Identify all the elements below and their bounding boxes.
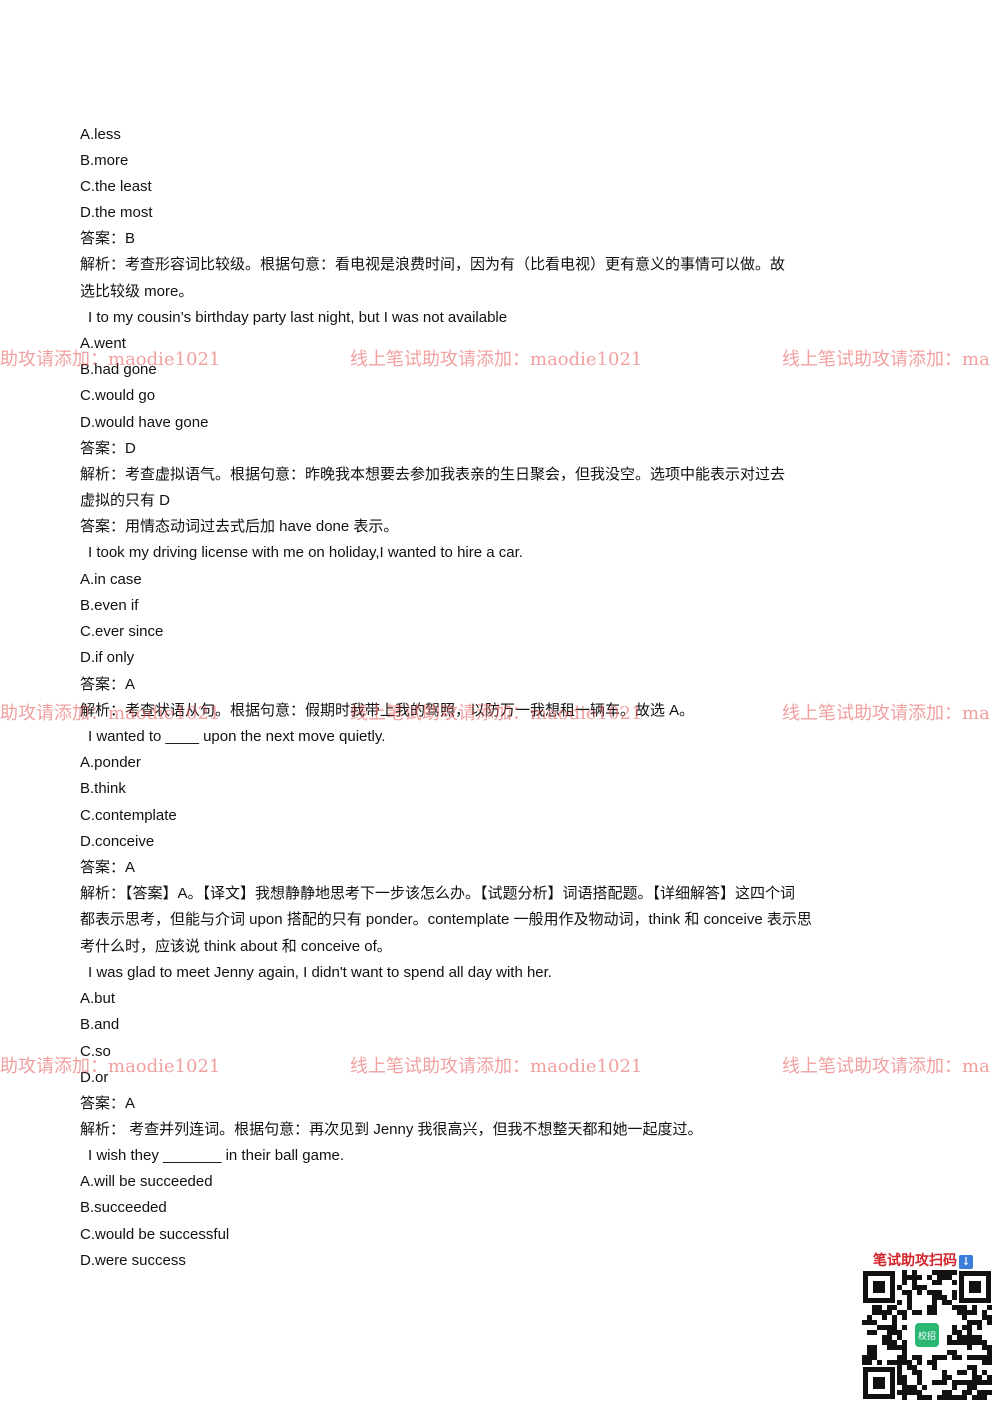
text-line: 解析：考查虚拟语气。根据句意：昨晚我本想要去参加我表亲的生日聚会，但我没空。选项… — [80, 466, 786, 483]
qr-finder-pattern — [863, 1271, 991, 1399]
text-line: B.more — [80, 152, 129, 169]
qr-caption: 笔试助攻扫码 ↓ — [873, 1250, 973, 1270]
down-arrow-icon: ↓ — [959, 1255, 973, 1269]
text-line: A.but — [80, 990, 116, 1007]
text-line: 选比较级 more。 — [80, 283, 194, 300]
text-line: D.if only — [80, 649, 135, 666]
text-line: 解析：【答案】A。【译文】我想静静地思考下一步该怎么办。【试题分析】词语搭配题。… — [80, 885, 796, 902]
text-line: B.think — [80, 780, 126, 797]
watermark-text: 线上笔试助攻请添加：ma — [782, 349, 990, 370]
text-line: B.and — [80, 1016, 120, 1033]
text-line: A.less — [80, 126, 121, 143]
svg-text:校招: 校招 — [918, 1330, 936, 1342]
text-line: 答案：A — [80, 676, 136, 693]
text-line: 都表示思考，但能与介词 upon 搭配的只有 ponder。contemplat… — [80, 911, 812, 928]
text-line: 答案：用情态动词过去式后加 have done 表示。 — [80, 518, 399, 535]
text-line: 解析： 考查并列连词。根据句意：再次见到 Jenny 我很高兴，但我不想整天都和… — [80, 1121, 703, 1138]
text-line: I wish they _______ in their ball game. — [88, 1147, 344, 1164]
watermark-text: 线上笔试助攻请添加：ma — [782, 703, 990, 724]
watermark-text: 助攻请添加：maodie1021 — [0, 703, 221, 724]
text-line: C.would go — [80, 387, 156, 404]
watermark-text: 助攻请添加：maodie1021 — [0, 349, 221, 370]
text-line: 虚拟的只有 D — [80, 492, 171, 509]
text-line: C.ever since — [80, 623, 164, 640]
text-line: D.the most — [80, 204, 153, 221]
text-line: A.in case — [80, 571, 142, 588]
text-line: B.even if — [80, 597, 139, 614]
text-line: 解析：考查形容词比较级。根据句意：看电视是浪费时间，因为有（比看电视）更有意义的… — [80, 256, 786, 273]
text-line: 答案：A — [80, 1095, 136, 1112]
text-line: D.would have gone — [80, 414, 209, 431]
qr-code[interactable]: 校招 — [862, 1270, 992, 1400]
text-line: B.had gone — [80, 361, 157, 378]
watermark-text: 线上笔试助攻请添加：maodie1021 — [350, 703, 643, 724]
qr-caption-text: 笔试助攻扫码 — [873, 1253, 957, 1269]
watermark-text: 线上笔试助攻请添加：maodie1021 — [350, 1056, 643, 1077]
text-line: 答案：D — [80, 440, 136, 457]
text-line: C.so — [80, 1043, 111, 1060]
app-logo-icon: 校招 — [912, 1320, 942, 1350]
text-line: 考什么时，应该说 think about 和 conceive of。 — [80, 938, 392, 955]
text-line: C.contemplate — [80, 807, 177, 824]
text-line: I took my driving license with me on hol… — [88, 544, 523, 561]
text-line: A.ponder — [80, 754, 141, 771]
watermark-text: 线上笔试助攻请添加：maodie1021 — [350, 349, 643, 370]
watermark-text: 助攻请添加：maodie1021 — [0, 1056, 221, 1077]
text-line: 解析：考查状语从句。根据句意：假期时我带上我的驾照，以防万一我想租一辆车。故选 … — [80, 702, 695, 719]
text-line: A.will be succeeded — [80, 1173, 213, 1190]
text-line: 答案：B — [80, 230, 136, 247]
text-line: C.the least — [80, 178, 152, 195]
text-line: A.went — [80, 335, 126, 352]
text-line: I to my cousin’s birthday party last nig… — [88, 309, 508, 326]
text-line: D.conceive — [80, 833, 155, 850]
text-line: D.were success — [80, 1252, 186, 1269]
text-line: D.or — [80, 1069, 109, 1086]
text-line: 答案：A — [80, 859, 136, 876]
text-line: B.succeeded — [80, 1199, 167, 1216]
text-line: I wanted to ____ upon the next move quie… — [88, 728, 386, 745]
text-line: I was glad to meet Jenny again, I didn't… — [88, 964, 552, 981]
text-line: C.would be successful — [80, 1226, 230, 1243]
watermark-text: 线上笔试助攻请添加：ma — [782, 1056, 990, 1077]
